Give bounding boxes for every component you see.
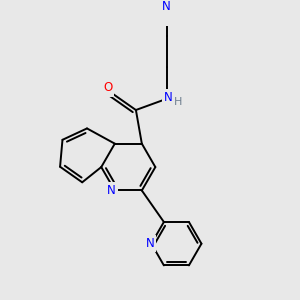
Text: N: N [162,0,171,13]
Text: N: N [107,184,116,197]
Text: H: H [174,97,182,107]
Text: N: N [146,237,154,250]
Text: N: N [164,91,172,104]
Text: O: O [103,82,112,94]
